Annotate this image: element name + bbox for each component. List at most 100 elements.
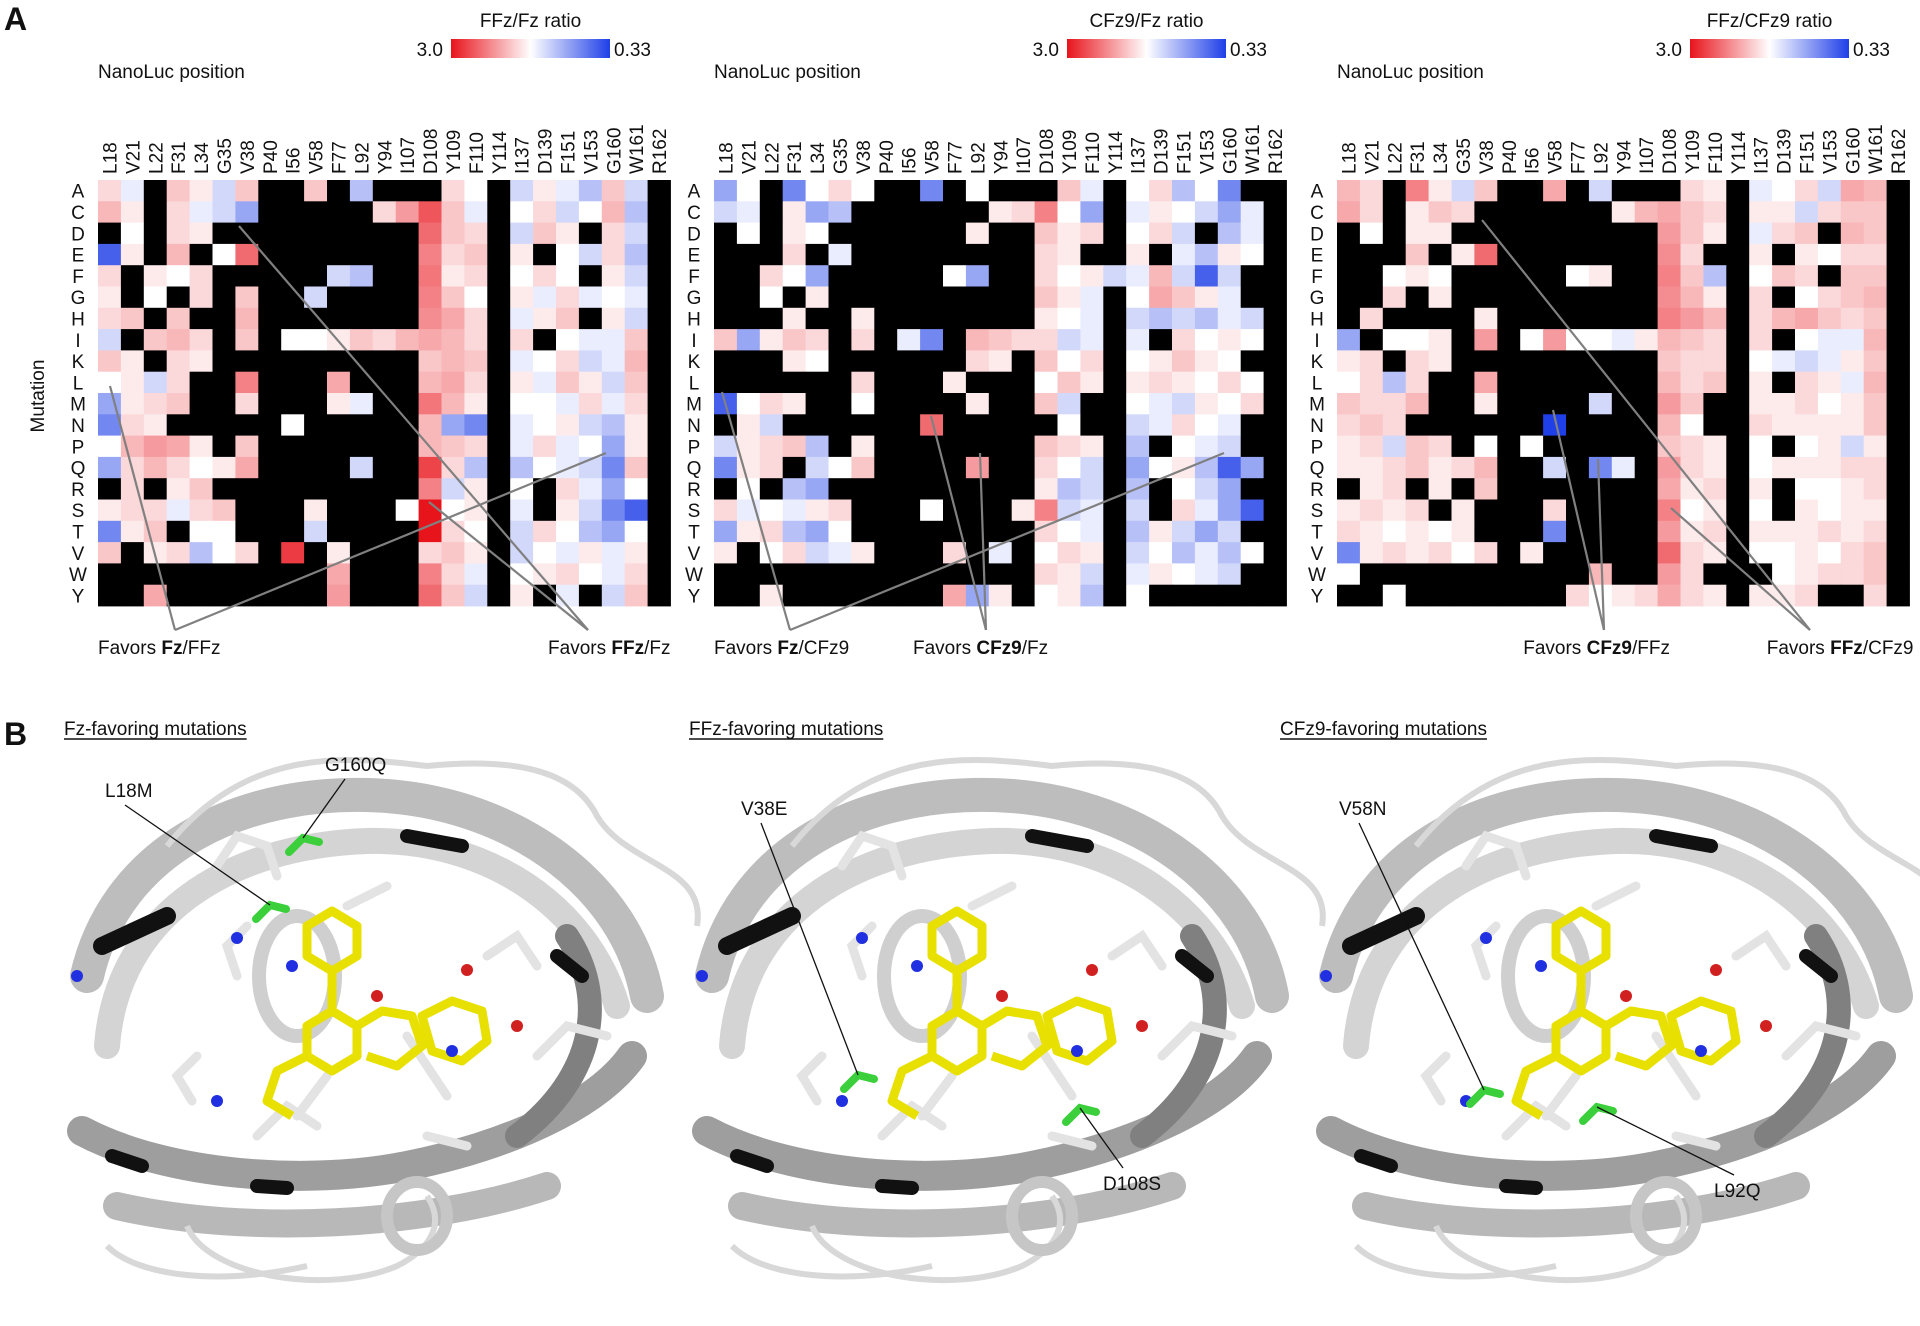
missing-cell [166, 563, 190, 586]
missing-cell [304, 478, 328, 500]
heatmap-cell [98, 435, 122, 458]
missing-cell [1474, 201, 1498, 223]
missing-cell [1034, 414, 1058, 436]
annotation-text: /CFz9 [1863, 638, 1914, 659]
missing-cell [1428, 584, 1452, 607]
missing-cell [487, 393, 511, 415]
missing-cell [805, 584, 829, 607]
missing-cell [647, 307, 671, 330]
missing-cell [1337, 286, 1361, 309]
heatmap-cell [98, 499, 122, 522]
heatmap-cell [1217, 350, 1242, 373]
heatmap-cell [1611, 456, 1636, 479]
heatmap-cell [418, 286, 442, 309]
heatmap-cell [1080, 371, 1104, 394]
heatmap-cell [1080, 201, 1104, 223]
missing-cell [1263, 542, 1287, 564]
missing-cell [874, 520, 898, 543]
heatmap-cell [281, 542, 305, 564]
missing-cell [212, 435, 236, 458]
missing-cell [920, 265, 944, 287]
missing-cell [1263, 371, 1287, 394]
missing-cell [487, 222, 511, 245]
missing-cell [1703, 243, 1727, 266]
heatmap-cell [143, 329, 168, 351]
x-tick-label: I137 [1752, 137, 1773, 174]
heatmap-cell [736, 393, 761, 415]
missing-cell [258, 265, 282, 287]
heatmap-cell [1194, 180, 1219, 202]
x-tick-label: D139 [1775, 129, 1796, 174]
x-tick-label: F110 [1706, 132, 1727, 174]
heatmap-cell [1817, 499, 1842, 522]
heatmap-cell [1703, 180, 1727, 202]
missing-cell [1611, 180, 1636, 202]
heatmap-cell [235, 542, 259, 564]
heatmap-cell [805, 542, 829, 564]
missing-cell [304, 456, 328, 479]
heatmap-cell [464, 520, 488, 543]
missing-cell [258, 201, 282, 223]
heatmap-cell [189, 542, 213, 564]
heatmap-cell [1240, 393, 1264, 415]
missing-cell [1726, 243, 1750, 266]
x-tick-label: L34 [192, 142, 213, 174]
label-leader [124, 804, 271, 906]
annotation: Favors CFz9/FFz [1523, 638, 1670, 659]
heatmap-cell [1126, 201, 1150, 223]
y-tick-label: L [1312, 373, 1323, 394]
heatmap-cell [418, 371, 442, 394]
heatmap-cell [1217, 435, 1242, 458]
heatmap-cell [1657, 286, 1681, 309]
heatmap-cell [578, 180, 603, 202]
missing-cell [1451, 371, 1475, 394]
colorbar [1690, 39, 1849, 58]
heatmap-cell [510, 414, 534, 436]
missing-cell [304, 307, 328, 330]
heatmap-cell [143, 414, 168, 436]
missing-cell [1520, 286, 1544, 309]
heatmap-cell [759, 520, 784, 543]
heatmap-cell [1126, 180, 1150, 202]
missing-cell [988, 180, 1013, 202]
heatmap-cell [1795, 201, 1819, 223]
x-tick-label: F151 [1174, 131, 1195, 174]
heatmap-cell [601, 542, 626, 564]
x-tick-label: F151 [1797, 131, 1818, 174]
missing-cell [304, 222, 328, 245]
heatmap-cell [1034, 542, 1058, 564]
x-tick-label: D108 [1037, 129, 1058, 174]
heatmap-cell [441, 307, 465, 330]
missing-cell [988, 499, 1013, 522]
heatmap-cell [1588, 180, 1613, 202]
heatmap-cell [1657, 499, 1681, 522]
missing-cell [1611, 414, 1636, 436]
heatmap-cell [235, 180, 259, 202]
y-tick-label: G [1310, 288, 1325, 309]
heatmap-cell [759, 584, 784, 607]
missing-cell [1817, 265, 1842, 287]
missing-cell [349, 414, 374, 436]
heatmap-cell [1863, 307, 1887, 330]
missing-cell [1566, 542, 1590, 564]
heatmap-cell [714, 542, 738, 564]
heatmap-cell [1172, 371, 1196, 394]
heatmap-cell [464, 371, 488, 394]
heatmap-cell [601, 201, 626, 223]
heatmap-cell [395, 201, 419, 223]
missing-cell [759, 307, 784, 330]
x-axis-label: NanoLuc position [98, 62, 245, 83]
missing-cell [327, 307, 351, 330]
y-tick-label: V [688, 544, 701, 565]
x-tick-label: G35 [1454, 138, 1475, 174]
missing-cell [578, 584, 603, 607]
missing-cell [1011, 371, 1035, 394]
heatmap-cell [1543, 180, 1567, 202]
heatmap-cell [578, 478, 603, 500]
structure-title: CFz9-favoring mutations [1280, 719, 1487, 740]
heatmap-cell [1172, 456, 1196, 479]
x-tick-label: V58 [1546, 140, 1567, 174]
missing-cell [327, 350, 351, 373]
heatmap-cell [1657, 201, 1681, 223]
heatmap-cell [1034, 201, 1058, 223]
